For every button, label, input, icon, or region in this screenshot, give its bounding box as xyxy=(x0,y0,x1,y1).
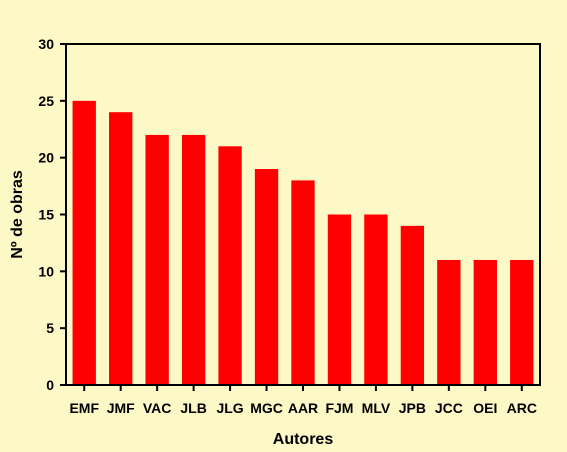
y-axis-label: Nº de obras xyxy=(9,170,26,259)
bar-jcc xyxy=(437,259,461,385)
bars-group xyxy=(72,100,534,385)
y-tick-label: 5 xyxy=(46,320,54,336)
bar-vac xyxy=(145,134,169,385)
bar-jmf xyxy=(109,112,133,385)
x-tick-label-oei: OEI xyxy=(473,400,497,416)
y-tick-label: 30 xyxy=(38,36,54,52)
bar-jpb xyxy=(400,225,425,385)
bar-oei xyxy=(473,259,497,385)
x-tick-label-vac: VAC xyxy=(143,400,172,416)
y-tick-label: 15 xyxy=(38,207,54,223)
x-tick-label-jpb: JPB xyxy=(399,400,426,416)
plot-frame xyxy=(65,43,541,386)
y-tick-label: 10 xyxy=(38,263,54,279)
y-tick-label: 25 xyxy=(38,93,54,109)
bar-jlg xyxy=(218,146,242,385)
bar-mlv xyxy=(364,214,388,385)
x-tick-label-mgc: MGC xyxy=(250,400,283,416)
x-tick-label-jlg: JLG xyxy=(216,400,243,416)
x-tick-label-arc: ARC xyxy=(507,400,537,416)
x-axis-label: Autores xyxy=(273,431,334,448)
x-axis-ticks: EMF JMF VAC JLB JLG MGC AAR FJM MLV JPB JCC OEI ARC xyxy=(69,385,537,416)
x-tick-label-emf: EMF xyxy=(69,400,99,416)
bar-emf xyxy=(72,100,96,385)
x-tick-label-aar: AAR xyxy=(288,400,318,416)
bar-fjm xyxy=(327,214,352,385)
x-tick-label-jcc: JCC xyxy=(435,400,463,416)
x-tick-label-fjm: FJM xyxy=(325,400,353,416)
x-tick-label-jlb: JLB xyxy=(180,400,206,416)
bar-mgc xyxy=(254,169,279,385)
x-tick-label-mlv: MLV xyxy=(362,400,391,416)
y-tick-label: 20 xyxy=(38,150,54,166)
bar-aar xyxy=(291,180,315,385)
x-tick-label-jmf: JMF xyxy=(107,400,135,416)
bar-arc xyxy=(510,259,534,385)
y-tick-label: 0 xyxy=(46,377,54,393)
y-axis-ticks: 0 5 10 15 20 25 30 xyxy=(38,36,66,393)
bar-jlb xyxy=(181,134,206,385)
